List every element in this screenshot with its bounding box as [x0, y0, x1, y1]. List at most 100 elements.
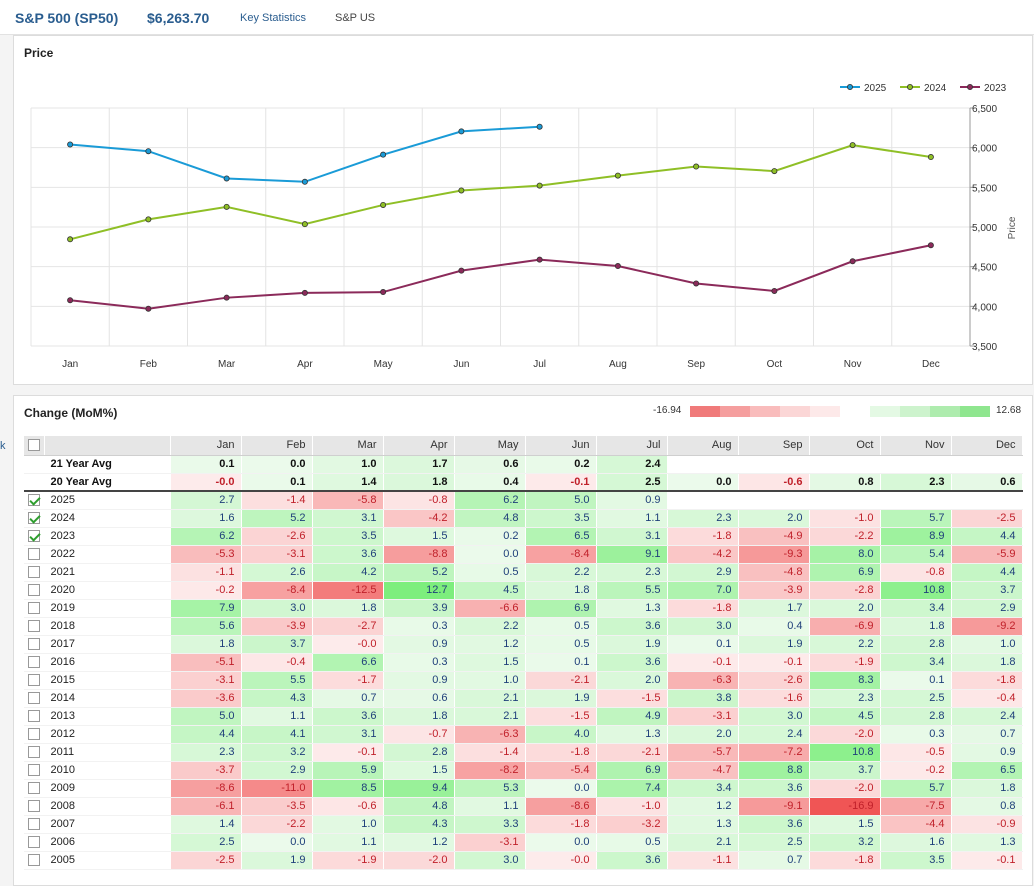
- year-checkbox[interactable]: [27, 566, 40, 579]
- change-cell: -1.8: [525, 743, 597, 762]
- change-cell: 1.8: [170, 635, 242, 654]
- change-cell: 3.0: [454, 851, 526, 870]
- change-cell: 2.2: [809, 635, 881, 654]
- year-checkbox-cell[interactable]: [24, 545, 45, 564]
- year-checkbox-cell[interactable]: [24, 635, 45, 654]
- year-label: 2015: [44, 671, 171, 690]
- change-cell: -2.0: [809, 779, 881, 798]
- year-checkbox[interactable]: [27, 602, 40, 615]
- year-checkbox-cell[interactable]: [24, 599, 45, 618]
- change-cell: -8.4: [241, 581, 313, 600]
- year-checkbox-cell[interactable]: [24, 725, 45, 744]
- data-point-2023: [301, 289, 308, 296]
- change-cell: 9.1: [596, 545, 668, 564]
- change-cell: 2.9: [667, 563, 739, 582]
- change-cell: 3.0: [738, 707, 810, 726]
- average-cell: -0.0: [170, 473, 242, 492]
- change-cell: 3.8: [667, 689, 739, 708]
- year-checkbox-cell[interactable]: [24, 833, 45, 852]
- year-checkbox[interactable]: [27, 854, 40, 867]
- average-cell: 1.7: [383, 455, 455, 474]
- year-checkbox[interactable]: [27, 818, 40, 831]
- year-checkbox[interactable]: [27, 620, 40, 633]
- year-checkbox-cell[interactable]: [24, 491, 45, 510]
- left-edge-link[interactable]: k: [0, 440, 6, 452]
- change-cell: 1.8: [951, 653, 1023, 672]
- year-label: 2018: [44, 617, 171, 636]
- change-cell: -9.1: [738, 797, 810, 816]
- year-checkbox[interactable]: [27, 656, 40, 669]
- change-cell: -1.9: [312, 851, 384, 870]
- year-label: 2011: [44, 743, 171, 762]
- change-cell: 3.7: [809, 761, 881, 780]
- change-cell: 1.1: [241, 707, 313, 726]
- average-cell: [951, 455, 1023, 474]
- year-checkbox[interactable]: [27, 530, 40, 543]
- select-all-checkbox-cell[interactable]: [24, 436, 45, 456]
- select-all-checkbox[interactable]: [27, 439, 40, 452]
- change-cell: 2.3: [170, 743, 242, 762]
- year-checkbox[interactable]: [27, 836, 40, 849]
- y-tick-label: 4,000: [972, 302, 997, 313]
- year-checkbox-cell[interactable]: [24, 581, 45, 600]
- year-checkbox[interactable]: [27, 692, 40, 705]
- year-checkbox[interactable]: [27, 746, 40, 759]
- change-cell: 2.2: [454, 617, 526, 636]
- change-cell: -3.6: [170, 689, 242, 708]
- change-cell: 1.0: [312, 815, 384, 834]
- change-cell: -1.6: [738, 689, 810, 708]
- year-checkbox[interactable]: [27, 548, 40, 561]
- year-checkbox[interactable]: [27, 494, 40, 507]
- change-cell: -9.2: [951, 617, 1023, 636]
- change-cell: 4.4: [951, 563, 1023, 582]
- year-checkbox-cell[interactable]: [24, 617, 45, 636]
- year-checkbox-cell[interactable]: [24, 527, 45, 546]
- year-checkbox[interactable]: [27, 710, 40, 723]
- year-checkbox-cell[interactable]: [24, 671, 45, 690]
- year-checkbox-cell[interactable]: [24, 509, 45, 528]
- year-checkbox-cell[interactable]: [24, 815, 45, 834]
- change-cell: 2.5: [170, 833, 242, 852]
- change-cell: [667, 491, 739, 510]
- average-cell: 0.0: [241, 455, 313, 474]
- average-cell: [880, 455, 952, 474]
- change-cell: 0.5: [596, 833, 668, 852]
- change-cell: 0.1: [525, 653, 597, 672]
- year-checkbox[interactable]: [27, 764, 40, 777]
- change-cell: -0.9: [951, 815, 1023, 834]
- change-cell: 3.1: [596, 527, 668, 546]
- year-checkbox[interactable]: [27, 584, 40, 597]
- change-cell: -1.1: [170, 563, 242, 582]
- y-tick-label: 6,000: [972, 144, 997, 155]
- change-cell: 1.6: [170, 509, 242, 528]
- year-checkbox-cell[interactable]: [24, 761, 45, 780]
- change-cell: 3.5: [525, 509, 597, 528]
- change-cell: -0.8: [880, 563, 952, 582]
- year-checkbox-cell[interactable]: [24, 797, 45, 816]
- change-cell: -3.5: [241, 797, 313, 816]
- tab-sp-us[interactable]: S&P US: [335, 12, 376, 24]
- change-cell: -4.8: [738, 563, 810, 582]
- year-checkbox-cell[interactable]: [24, 779, 45, 798]
- average-cell: 0.0: [667, 473, 739, 492]
- year-checkbox-cell[interactable]: [24, 707, 45, 726]
- change-cell: 2.1: [454, 689, 526, 708]
- year-checkbox[interactable]: [27, 782, 40, 795]
- legend-label-2025: 2025: [864, 83, 887, 94]
- year-checkbox-cell[interactable]: [24, 689, 45, 708]
- year-checkbox[interactable]: [27, 512, 40, 525]
- average-cell: 2.4: [596, 455, 668, 474]
- series-line-2025: [70, 125, 540, 183]
- tab-key-statistics[interactable]: Key Statistics: [240, 12, 307, 24]
- year-checkbox[interactable]: [27, 728, 40, 741]
- change-cell: 5.6: [170, 617, 242, 636]
- year-checkbox[interactable]: [27, 674, 40, 687]
- year-checkbox-cell[interactable]: [24, 653, 45, 672]
- year-checkbox-cell[interactable]: [24, 851, 45, 870]
- change-cell: -7.5: [880, 797, 952, 816]
- year-checkbox-cell[interactable]: [24, 563, 45, 582]
- year-checkbox[interactable]: [27, 638, 40, 651]
- change-cell: 4.0: [525, 725, 597, 744]
- year-checkbox[interactable]: [27, 800, 40, 813]
- year-checkbox-cell[interactable]: [24, 743, 45, 762]
